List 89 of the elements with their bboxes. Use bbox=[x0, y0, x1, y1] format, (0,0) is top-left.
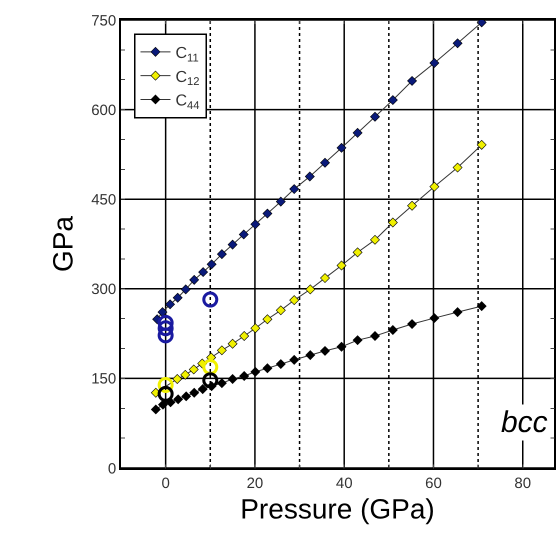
x-tick-label: 40 bbox=[336, 474, 353, 492]
y-tick-label: 600 bbox=[91, 102, 116, 119]
point bbox=[239, 371, 250, 381]
point bbox=[206, 259, 216, 270]
point bbox=[202, 372, 218, 388]
point bbox=[388, 95, 398, 105]
point bbox=[173, 394, 183, 404]
point bbox=[352, 128, 362, 138]
point bbox=[407, 319, 417, 329]
point bbox=[305, 350, 316, 360]
point bbox=[336, 342, 346, 352]
point bbox=[250, 323, 260, 334]
point bbox=[452, 38, 462, 48]
point bbox=[238, 230, 249, 240]
point bbox=[476, 301, 487, 311]
point bbox=[198, 267, 208, 277]
point bbox=[289, 295, 300, 305]
y-tick-label: 0 bbox=[108, 460, 116, 478]
point bbox=[189, 388, 200, 398]
point bbox=[370, 331, 380, 341]
x-tick-label: 0 bbox=[161, 474, 170, 492]
point bbox=[452, 307, 462, 317]
point bbox=[172, 292, 183, 303]
point bbox=[276, 196, 286, 206]
point bbox=[217, 249, 227, 259]
point bbox=[228, 240, 238, 250]
legend-label: C$_{11}$ bbox=[175, 45, 199, 64]
point bbox=[228, 374, 238, 384]
point bbox=[217, 378, 227, 388]
y-tick-label: 300 bbox=[91, 281, 116, 298]
y-axis-title: GPa bbox=[47, 216, 78, 272]
point bbox=[158, 400, 168, 410]
point bbox=[476, 140, 487, 150]
point bbox=[158, 386, 174, 402]
point bbox=[228, 338, 238, 349]
point bbox=[370, 112, 380, 122]
legend-label: C$_{44}$ bbox=[175, 92, 200, 112]
point bbox=[430, 182, 440, 192]
point bbox=[276, 359, 286, 369]
x-tick-label: 60 bbox=[425, 474, 442, 492]
point bbox=[352, 248, 362, 258]
legend-label: C$_{12}$ bbox=[175, 68, 200, 88]
point bbox=[276, 305, 286, 316]
point bbox=[407, 200, 417, 211]
point bbox=[198, 384, 208, 394]
point bbox=[158, 320, 174, 336]
point bbox=[165, 299, 175, 310]
point bbox=[202, 292, 218, 308]
point bbox=[407, 76, 417, 86]
point bbox=[180, 284, 191, 294]
x-tick-label: 80 bbox=[514, 474, 532, 492]
point bbox=[388, 218, 398, 228]
point bbox=[150, 404, 161, 414]
point bbox=[430, 58, 440, 68]
point bbox=[320, 158, 330, 168]
y-tick-label: 750 bbox=[91, 12, 116, 30]
point bbox=[250, 219, 260, 230]
point bbox=[158, 307, 168, 317]
point bbox=[336, 260, 346, 270]
point bbox=[320, 346, 330, 356]
point bbox=[217, 345, 227, 356]
y-tick-label: 450 bbox=[91, 191, 116, 208]
point bbox=[305, 284, 316, 294]
point bbox=[336, 142, 346, 153]
point bbox=[158, 314, 174, 331]
x-axis-title: Pressure (GPa) bbox=[240, 493, 435, 524]
point bbox=[289, 355, 300, 365]
point bbox=[181, 391, 192, 402]
point bbox=[262, 363, 272, 374]
point bbox=[262, 314, 272, 324]
point bbox=[430, 313, 440, 323]
point bbox=[158, 327, 174, 344]
x-tick-label: 20 bbox=[246, 474, 264, 492]
point bbox=[452, 162, 462, 172]
point bbox=[352, 335, 362, 346]
point bbox=[304, 172, 315, 182]
point bbox=[180, 370, 190, 380]
point bbox=[262, 208, 272, 218]
point bbox=[289, 184, 300, 194]
point bbox=[239, 331, 250, 341]
annotation: bcc bbox=[501, 406, 548, 439]
point bbox=[388, 325, 398, 335]
point bbox=[370, 234, 380, 245]
y-tick-label: 150 bbox=[91, 370, 116, 388]
point bbox=[188, 364, 199, 374]
point bbox=[172, 374, 182, 384]
point bbox=[189, 274, 200, 285]
point bbox=[320, 273, 330, 283]
point bbox=[250, 366, 260, 377]
